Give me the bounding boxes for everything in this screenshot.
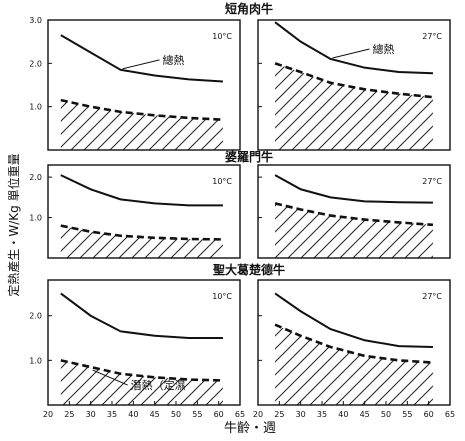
chart-panel: 27°C 總熱 [257, 19, 451, 151]
x-tick-label: 30 [296, 410, 306, 419]
hatched-area [275, 203, 433, 258]
series-annotation: 總熱 [373, 42, 395, 56]
y-tick-label: 3.0 [29, 16, 42, 25]
total-heat-line [60, 174, 223, 207]
chart-panel: 27°C [257, 164, 451, 259]
x-tick-label: 50 [171, 410, 181, 419]
temperature-label: 10°C [212, 177, 232, 186]
hatched-area [60, 225, 223, 258]
plot-frame [257, 279, 451, 406]
annotation-leader [122, 59, 160, 70]
total-heat-line [274, 174, 433, 204]
y-tick-label: 2.0 [29, 173, 42, 182]
y-tick-label: 1.0 [29, 103, 42, 112]
chart-panel: 1.0 2.0 10°C [29, 164, 241, 259]
x-tick-label: 25 [274, 410, 284, 419]
latent-heat-line [60, 224, 223, 241]
x-tick-label: 65 [445, 410, 455, 419]
breed-title: 短角肉牛 [225, 1, 273, 16]
plot-frame [47, 19, 241, 151]
temperature-label: 27°C [422, 292, 442, 301]
x-tick-label: 65 [235, 410, 245, 419]
chart-panel: 1.0 2.0 3.0 10°C 總熱 [29, 16, 241, 151]
latent-heat-line [274, 323, 434, 364]
y-tick-label: 1.0 [29, 356, 42, 365]
y-tick-label: 2.0 [29, 59, 42, 68]
y-tick-label: 2.0 [29, 312, 42, 321]
x-tick-label: 45 [360, 410, 370, 419]
hatched-area [60, 360, 223, 405]
x-tick-label: 60 [214, 410, 224, 419]
x-tick-label: 20 [43, 410, 53, 419]
temperature-label: 27°C [422, 177, 442, 186]
latent-heat-line [274, 62, 434, 99]
hatched-area [275, 324, 433, 405]
hatched-area [275, 63, 433, 151]
x-tick-label: 60 [424, 410, 434, 419]
total-heat-line [60, 34, 223, 83]
x-axis-label: 牛齡・週 [224, 421, 276, 436]
annotation-leader [92, 369, 128, 386]
y-tick-label: 1.0 [29, 214, 42, 223]
latent-heat-line [60, 359, 223, 382]
x-tick-label: 35 [107, 410, 117, 419]
breed-title: 婆羅門牛 [225, 149, 273, 164]
chart-panel: 27°C [257, 279, 451, 406]
temperature-label: 10°C [212, 292, 232, 301]
chart-panel: 1.0 2.0 10°C 潛熱（定濕 [29, 279, 241, 406]
x-tick-label: 50 [381, 410, 391, 419]
breed-title: 聖大葛楚德牛 [213, 262, 285, 277]
plot-frame [47, 279, 241, 406]
plot-frame [257, 19, 451, 151]
x-tick-label: 55 [192, 410, 202, 419]
total-heat-line [60, 292, 223, 340]
x-tick-label: 25 [64, 410, 74, 419]
x-tick-label: 40 [128, 410, 138, 419]
temperature-label: 27°C [422, 32, 442, 41]
plot-frame [257, 164, 451, 259]
annotation-leader [332, 48, 370, 59]
y-axis-label: 定熱產生・W/Kg 單位重量 [6, 153, 21, 296]
x-tick-label: 20 [253, 410, 263, 419]
total-heat-line [274, 21, 433, 75]
series-annotation: 潛熱（定濕 [131, 378, 186, 392]
x-tick-label: 30 [86, 410, 96, 419]
hatched-area [60, 100, 223, 150]
series-annotation: 總熱 [163, 53, 185, 67]
x-tick-label: 55 [402, 410, 412, 419]
latent-heat-line [60, 98, 223, 121]
plot-frame [47, 164, 241, 259]
x-tick-label: 45 [150, 410, 160, 419]
total-heat-line [274, 292, 433, 348]
temperature-label: 10°C [212, 32, 232, 41]
x-tick-label: 40 [338, 410, 348, 419]
x-tick-label: 35 [317, 410, 327, 419]
